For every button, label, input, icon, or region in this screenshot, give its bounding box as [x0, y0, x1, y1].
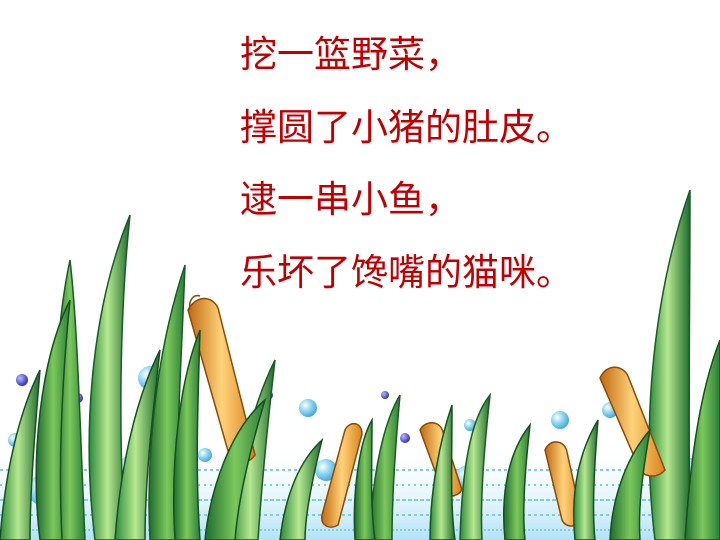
- poem-line-4: 乐坏了馋嘴的猫咪。: [240, 250, 573, 294]
- poem-line-1: 挖一篮野菜，: [240, 33, 462, 76]
- poem: 挖一篮野菜， 撑圆了小猪的肚皮。 逮一串小鱼， 乐坏了馋嘴的猫咪。: [240, 36, 573, 326]
- dot: [381, 391, 389, 399]
- bubble: [198, 448, 212, 462]
- seaweed-front: [0, 299, 720, 540]
- poem-line-2: 撑圆了小猪的肚皮。: [240, 105, 573, 149]
- cattail: [321, 422, 363, 528]
- bubble: [299, 399, 317, 417]
- bubble: [551, 411, 569, 429]
- poem-line-3: 逮一串小鱼，: [240, 178, 462, 221]
- bubble: [464, 419, 476, 431]
- dot: [16, 374, 28, 386]
- cattail: [599, 366, 666, 477]
- dot: [400, 433, 410, 443]
- bubble: [315, 459, 337, 481]
